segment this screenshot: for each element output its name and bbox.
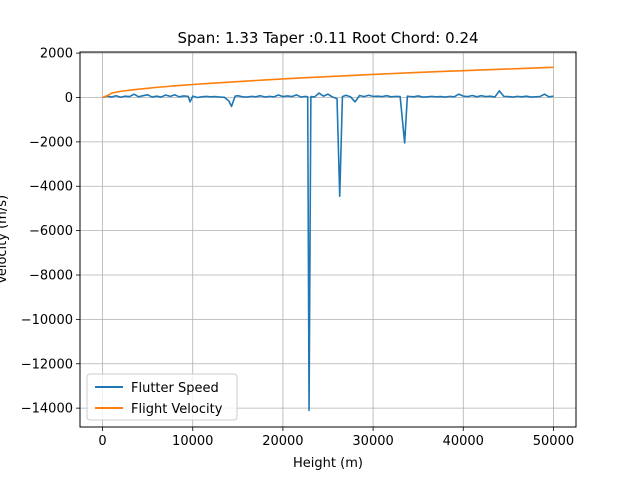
y-tick-label: −4000 bbox=[29, 180, 73, 195]
y-tick-label: −10000 bbox=[21, 313, 73, 328]
axis-ticks: 0 10000 20000 30000 40000 5000020000−2000−400… bbox=[21, 47, 574, 449]
x-tick-label: 40000 bbox=[443, 434, 484, 449]
x-tick-label: 10000 bbox=[172, 434, 213, 449]
legend-box bbox=[86, 373, 238, 421]
legend: Flutter Speed Flight Velocity bbox=[86, 373, 238, 421]
x-tick-label: 0 bbox=[98, 434, 106, 449]
x-axis-label: Height (m) bbox=[293, 456, 363, 471]
y-tick-label: 2000 bbox=[40, 47, 73, 62]
y-tick-label: 0 bbox=[65, 91, 73, 106]
series-line-flight-velocity bbox=[102, 66, 554, 99]
y-tick-label: −2000 bbox=[29, 135, 73, 150]
legend-label-flutter-speed: Flutter Speed bbox=[131, 381, 219, 396]
x-tick-label: 30000 bbox=[352, 434, 393, 449]
y-tick-label: −6000 bbox=[29, 224, 73, 239]
x-tick-label: 20000 bbox=[262, 434, 303, 449]
x-tick-label: 50000 bbox=[533, 434, 574, 449]
y-tick-label: −14000 bbox=[21, 402, 73, 417]
grid-lines bbox=[80, 52, 576, 427]
series-lines bbox=[102, 66, 554, 412]
axes-frame bbox=[79, 51, 577, 428]
y-axis-label: Velocity (m/s) bbox=[0, 195, 10, 284]
y-tick-label: −12000 bbox=[21, 357, 73, 372]
series-line-flutter-speed bbox=[102, 90, 554, 412]
chart-title: Span: 1.33 Taper :0.11 Root Chord: 0.24 bbox=[177, 29, 478, 47]
legend-label-flight-velocity: Flight Velocity bbox=[131, 402, 223, 417]
y-tick-label: −8000 bbox=[29, 269, 73, 284]
